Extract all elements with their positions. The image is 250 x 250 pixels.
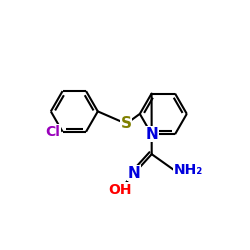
Text: OH: OH [108,183,131,197]
Text: NH₂: NH₂ [174,163,203,177]
Text: Cl: Cl [45,125,60,139]
Text: N: N [128,166,141,181]
Text: S: S [121,116,132,131]
Text: N: N [145,127,158,142]
